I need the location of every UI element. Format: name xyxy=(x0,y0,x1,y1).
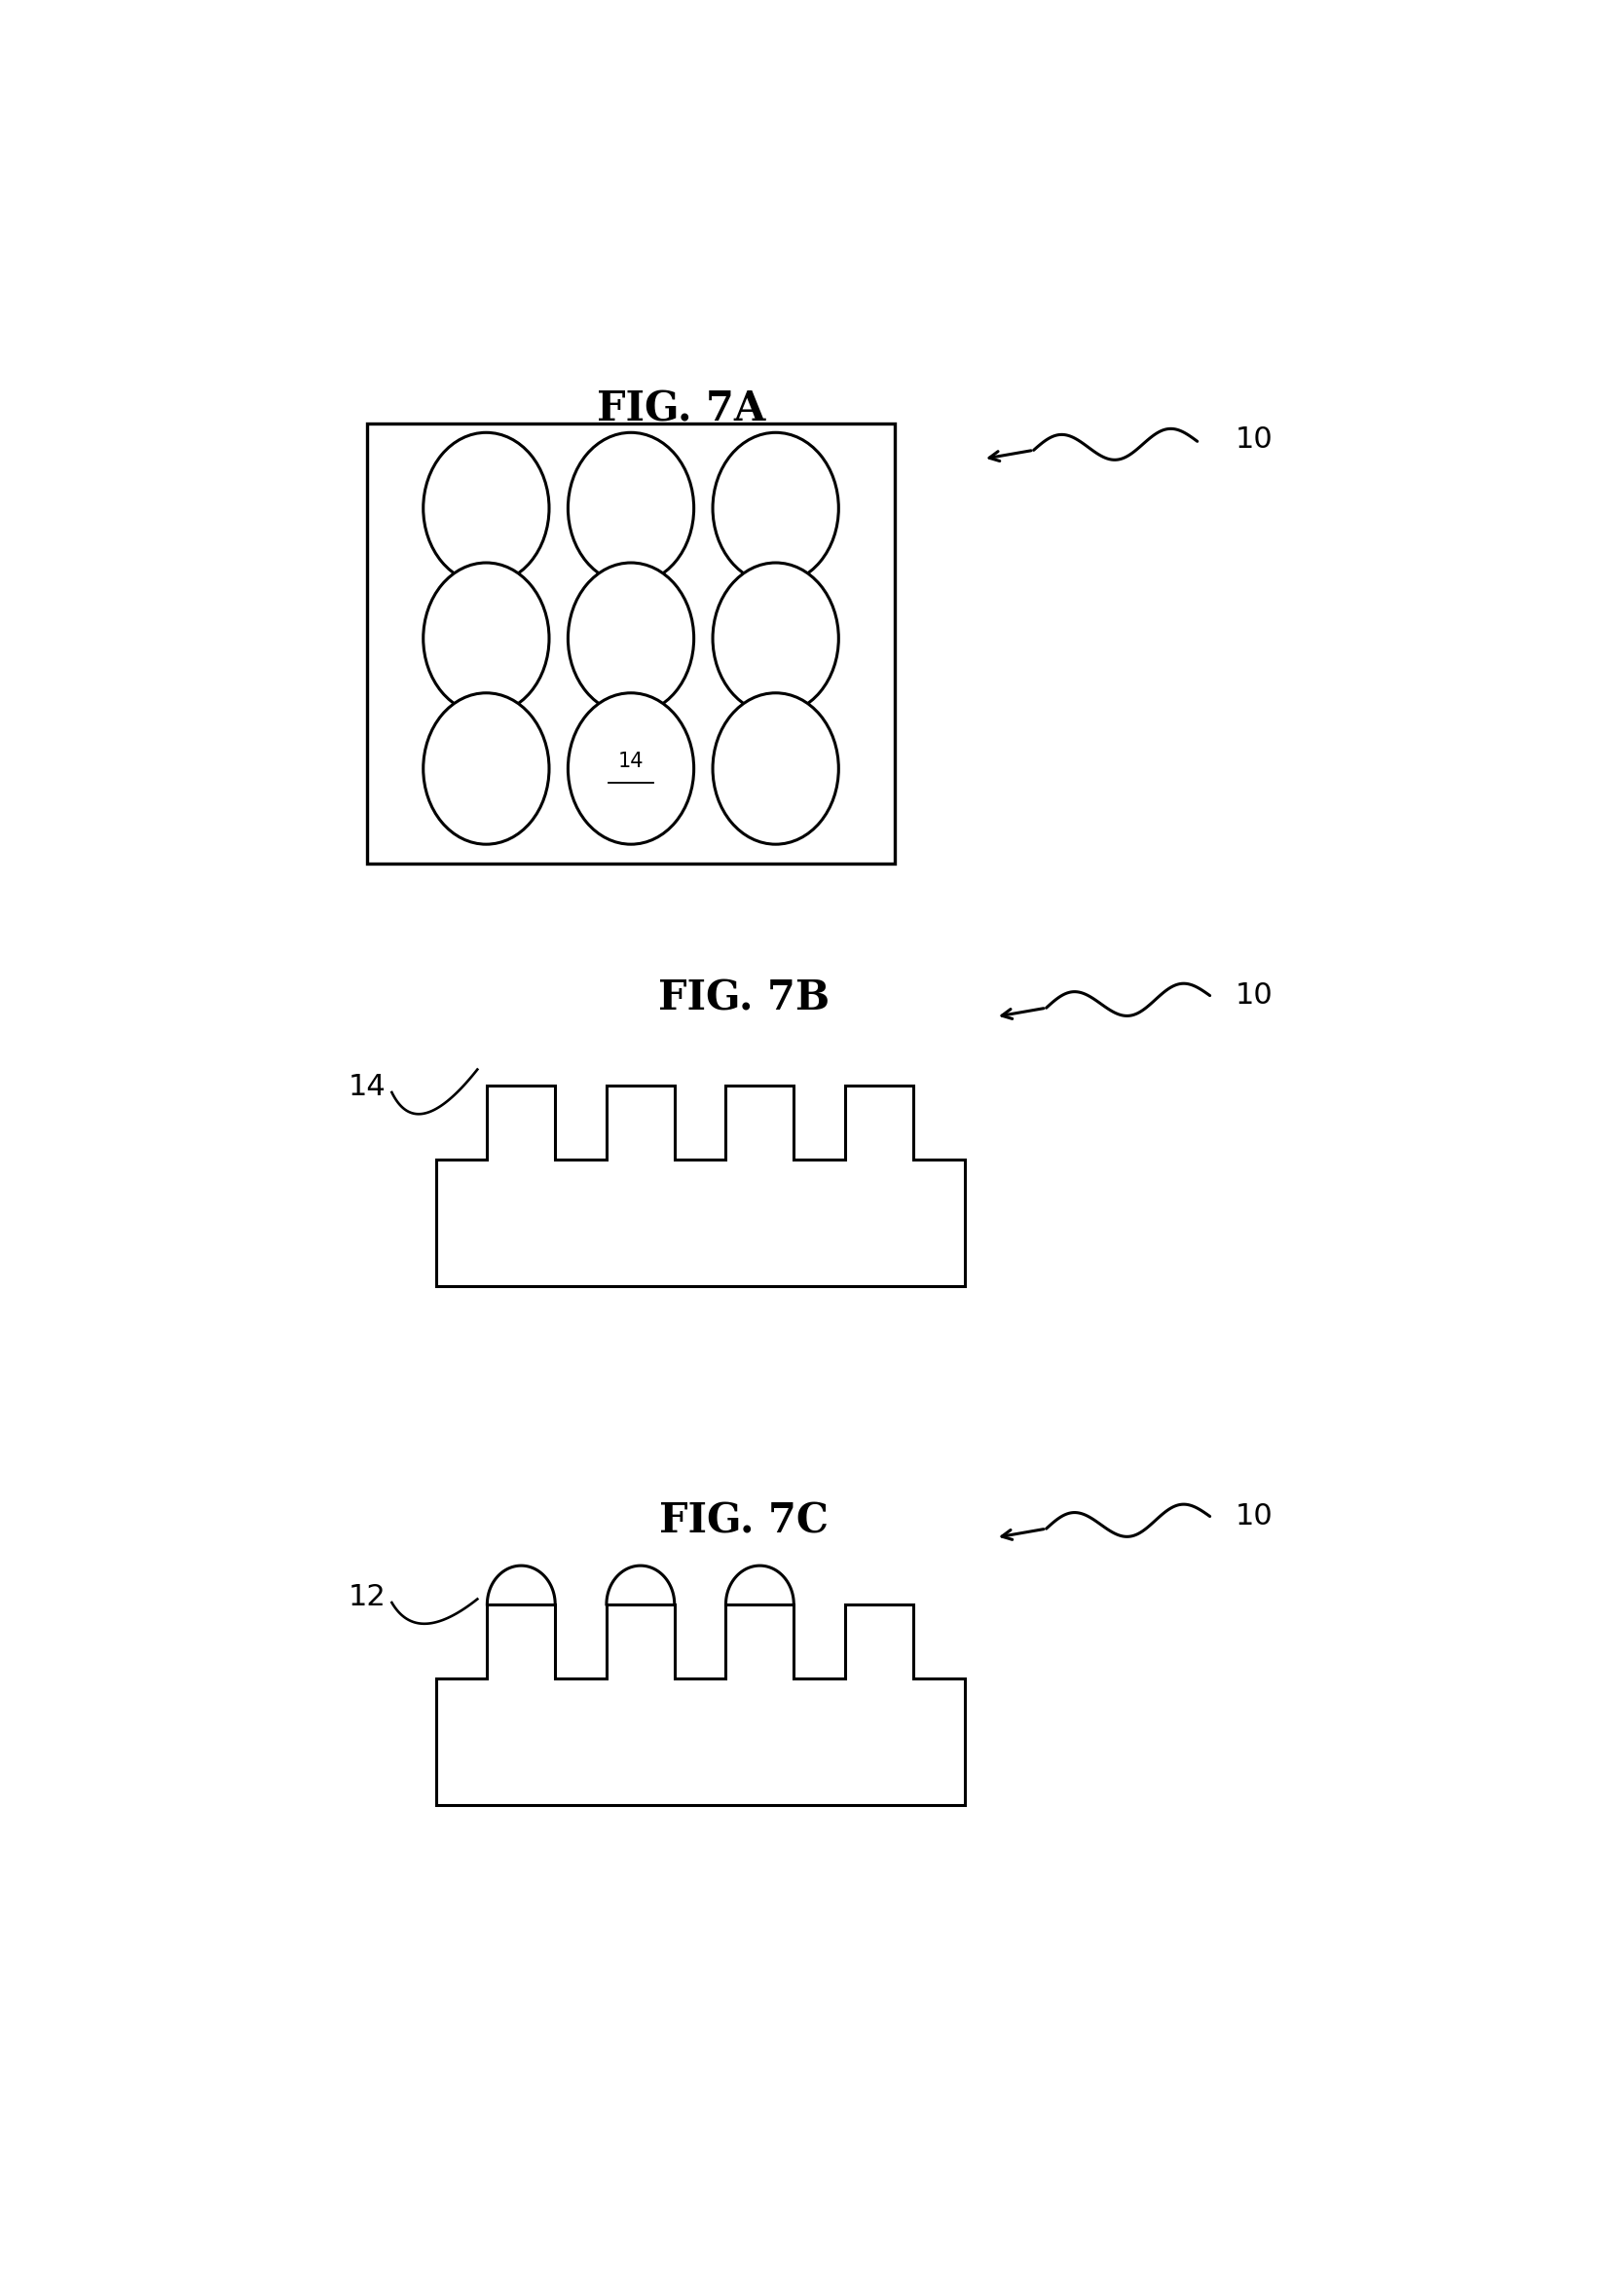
Ellipse shape xyxy=(424,562,549,713)
Text: FIG. 7B: FIG. 7B xyxy=(658,978,830,1019)
Polygon shape xyxy=(435,1604,965,1805)
Ellipse shape xyxy=(424,692,549,843)
Text: FIG. 7A: FIG. 7A xyxy=(598,388,765,430)
Polygon shape xyxy=(435,1085,965,1286)
Ellipse shape xyxy=(568,692,693,843)
Ellipse shape xyxy=(568,562,693,713)
Text: FIG. 7C: FIG. 7C xyxy=(659,1501,828,1542)
Text: 12: 12 xyxy=(348,1584,385,1611)
Ellipse shape xyxy=(713,562,838,713)
Text: 10: 10 xyxy=(1234,983,1273,1010)
Text: 10: 10 xyxy=(1234,1501,1273,1531)
Ellipse shape xyxy=(424,432,549,585)
Text: 10: 10 xyxy=(1234,425,1273,455)
Text: 14: 14 xyxy=(348,1074,385,1101)
Ellipse shape xyxy=(713,692,838,843)
Ellipse shape xyxy=(568,432,693,585)
Ellipse shape xyxy=(713,432,838,585)
Bar xyxy=(367,423,895,864)
Text: 14: 14 xyxy=(619,752,643,772)
